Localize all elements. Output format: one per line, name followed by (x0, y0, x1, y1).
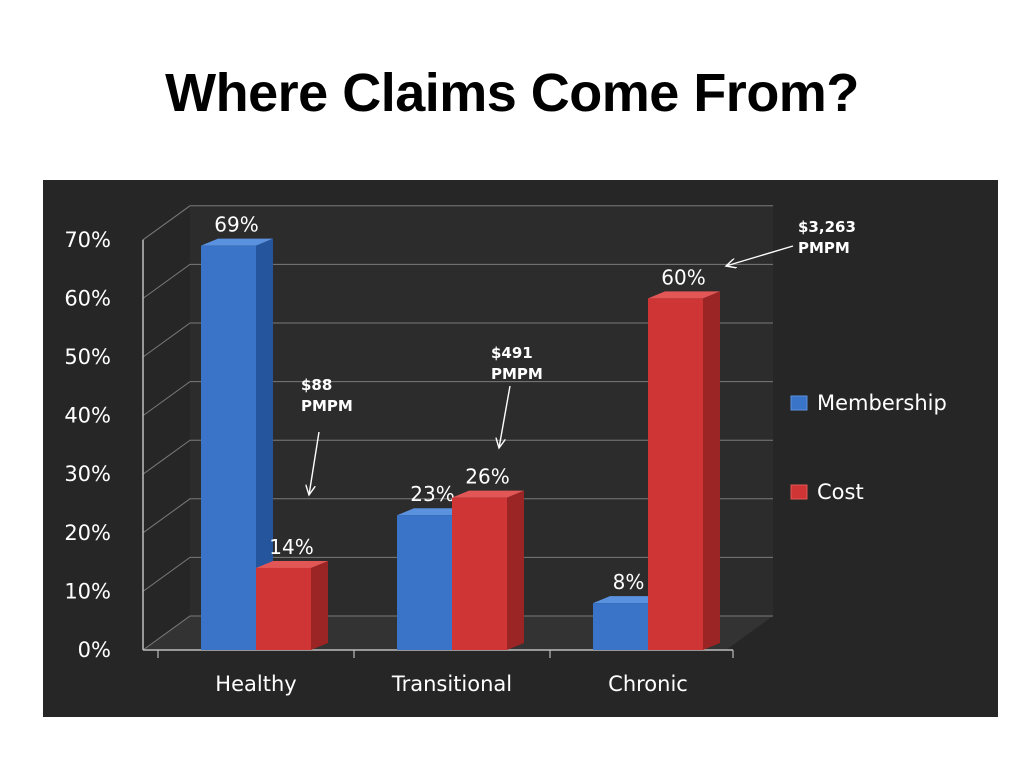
legend-swatch-cost (790, 484, 808, 500)
chart-back-wall (190, 205, 773, 617)
bar-side (507, 490, 524, 650)
bar-top (201, 238, 273, 246)
gridline (142, 381, 773, 417)
annotation-amount: $3,263 (798, 218, 856, 236)
bar-membership-healthy (201, 238, 273, 650)
gridline (142, 615, 773, 651)
y-tick-label: 30% (64, 462, 111, 486)
annotation-amount: $88 (301, 376, 332, 394)
data-label: 8% (613, 570, 645, 594)
annotation-unit: PMPM (798, 239, 850, 257)
data-label: 23% (410, 482, 454, 506)
bar-top (256, 560, 328, 568)
y-tick-label: 20% (64, 521, 111, 545)
annotation-arrow (726, 245, 794, 266)
annotation-unit: PMPM (491, 365, 543, 383)
chart-panel: 0% 10% 20% 30% 40% 50% 60% 70% Healthy 69% 14% Tran… (43, 180, 998, 717)
x-tick-label: Chronic (608, 672, 688, 696)
bar-cost-transitional (452, 490, 524, 650)
bar-side (256, 238, 273, 650)
bar-top (648, 291, 720, 299)
bar-side (311, 560, 328, 650)
x-tick-label: Healthy (215, 672, 296, 696)
slide-title: Where Claims Come From? (165, 63, 859, 123)
data-label: 14% (269, 535, 313, 559)
legend-swatch-membership (790, 395, 808, 411)
gridline (142, 205, 773, 241)
data-label: 60% (661, 265, 705, 289)
bar-front (593, 603, 648, 650)
gridline (142, 322, 773, 358)
data-label: 69% (214, 213, 258, 237)
annotation-unit: PMPM (301, 397, 353, 415)
gridline (142, 498, 773, 534)
gridline (142, 439, 773, 475)
y-tick-label: 60% (64, 286, 111, 310)
y-tick-label: 10% (64, 579, 111, 603)
bar-front (256, 567, 311, 650)
gridline (142, 556, 773, 592)
bar-side (703, 291, 720, 650)
bar-cost-chronic (648, 291, 720, 650)
legend-label-cost: Cost (817, 480, 864, 504)
bar-front (397, 515, 452, 650)
bar-chart: 0% 10% 20% 30% 40% 50% 60% 70% Healthy 69% 14% Tran… (64, 205, 947, 696)
bar-front (201, 245, 256, 650)
bar-top (397, 508, 469, 516)
y-tick-label: 70% (64, 228, 111, 252)
data-label: 26% (465, 465, 509, 489)
x-tick-label: Transitional (391, 672, 512, 696)
bar-top (593, 596, 665, 604)
y-tick-label: 0% (78, 638, 111, 662)
gridline (142, 263, 773, 299)
bar-cost-healthy (256, 560, 328, 650)
bar-front (452, 497, 507, 650)
legend-label-membership: Membership (817, 391, 947, 415)
y-tick-label: 40% (64, 404, 111, 428)
annotation-arrow (309, 431, 320, 495)
bar-top (452, 490, 524, 498)
annotation-amount: $491 (491, 344, 533, 362)
annotation-arrow (499, 385, 511, 448)
bar-front (648, 298, 703, 650)
y-tick-label: 50% (64, 345, 111, 369)
